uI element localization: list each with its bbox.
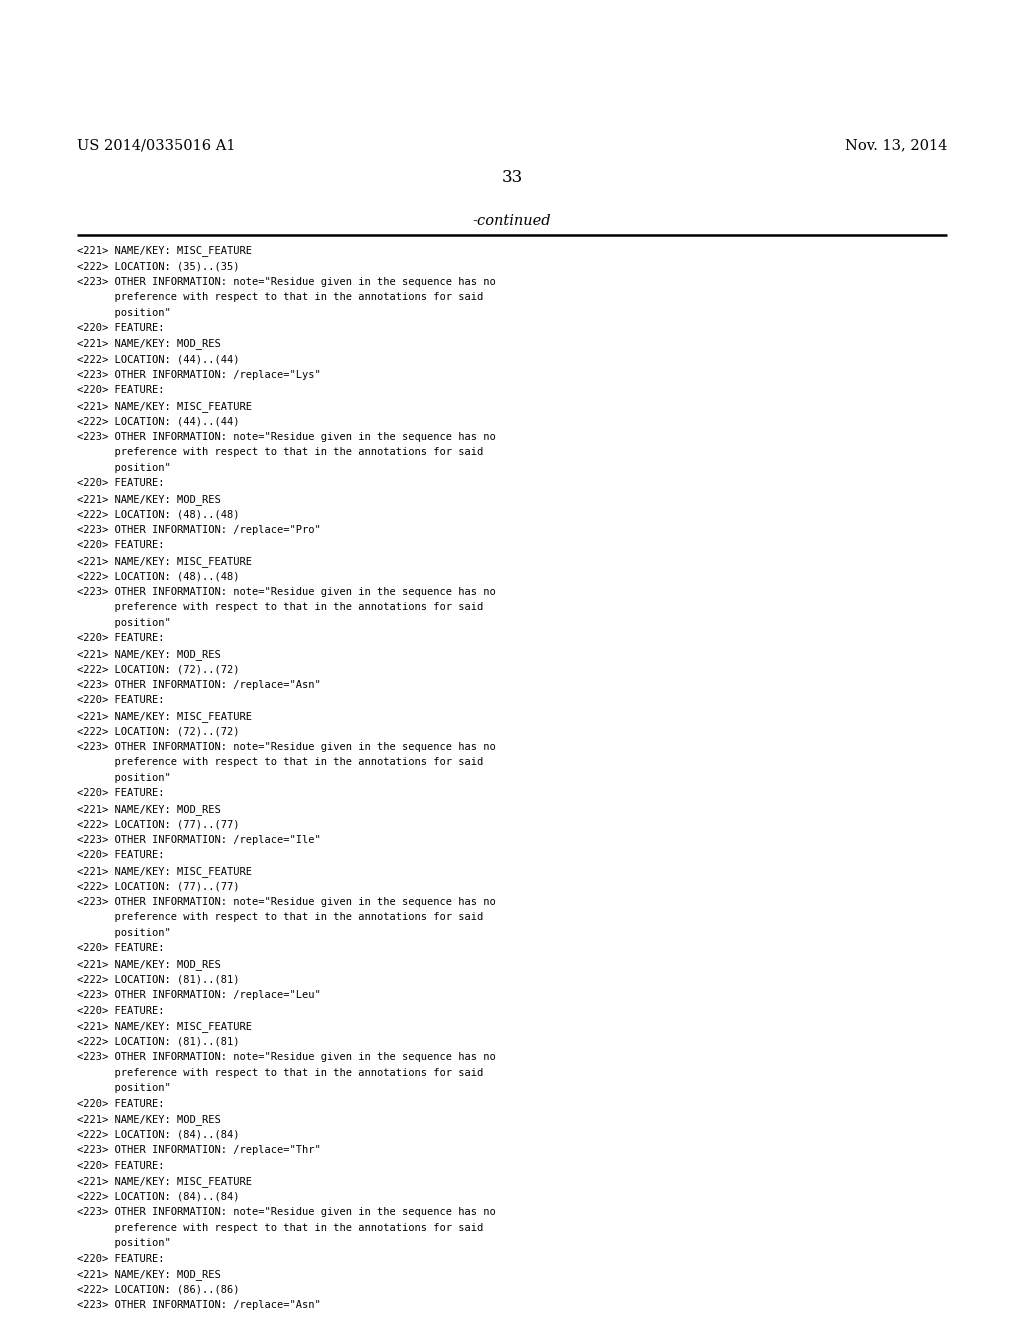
Text: preference with respect to that in the annotations for said: preference with respect to that in the a… [77, 602, 483, 612]
Text: <223> OTHER INFORMATION: /replace="Thr": <223> OTHER INFORMATION: /replace="Thr" [77, 1146, 321, 1155]
Text: -continued: -continued [473, 214, 551, 228]
Text: <220> FEATURE:: <220> FEATURE: [77, 478, 164, 488]
Text: <223> OTHER INFORMATION: /replace="Leu": <223> OTHER INFORMATION: /replace="Leu" [77, 990, 321, 1001]
Text: <223> OTHER INFORMATION: /replace="Lys": <223> OTHER INFORMATION: /replace="Lys" [77, 370, 321, 380]
Text: <222> LOCATION: (44)..(44): <222> LOCATION: (44)..(44) [77, 354, 240, 364]
Text: <222> LOCATION: (84)..(84): <222> LOCATION: (84)..(84) [77, 1192, 240, 1201]
Text: <221> NAME/KEY: MISC_FEATURE: <221> NAME/KEY: MISC_FEATURE [77, 866, 252, 876]
Text: <220> FEATURE:: <220> FEATURE: [77, 944, 164, 953]
Text: <223> OTHER INFORMATION: /replace="Pro": <223> OTHER INFORMATION: /replace="Pro" [77, 525, 321, 535]
Text: <220> FEATURE:: <220> FEATURE: [77, 1098, 164, 1109]
Text: <222> LOCATION: (35)..(35): <222> LOCATION: (35)..(35) [77, 261, 240, 271]
Text: <221> NAME/KEY: MISC_FEATURE: <221> NAME/KEY: MISC_FEATURE [77, 1176, 252, 1187]
Text: <220> FEATURE:: <220> FEATURE: [77, 1006, 164, 1015]
Text: position": position" [77, 1082, 171, 1093]
Text: 33: 33 [502, 169, 522, 186]
Text: <221> NAME/KEY: MISC_FEATURE: <221> NAME/KEY: MISC_FEATURE [77, 556, 252, 566]
Text: <220> FEATURE:: <220> FEATURE: [77, 788, 164, 799]
Text: <221> NAME/KEY: MOD_RES: <221> NAME/KEY: MOD_RES [77, 494, 220, 504]
Text: <220> FEATURE:: <220> FEATURE: [77, 1160, 164, 1171]
Text: <221> NAME/KEY: MISC_FEATURE: <221> NAME/KEY: MISC_FEATURE [77, 246, 252, 256]
Text: <223> OTHER INFORMATION: /replace="Ile": <223> OTHER INFORMATION: /replace="Ile" [77, 836, 321, 845]
Text: <222> LOCATION: (84)..(84): <222> LOCATION: (84)..(84) [77, 1130, 240, 1139]
Text: preference with respect to that in the annotations for said: preference with respect to that in the a… [77, 447, 483, 457]
Text: position": position" [77, 928, 171, 939]
Text: <222> LOCATION: (48)..(48): <222> LOCATION: (48)..(48) [77, 510, 240, 519]
Text: <223> OTHER INFORMATION: note="Residue given in the sequence has no: <223> OTHER INFORMATION: note="Residue g… [77, 742, 496, 752]
Text: <221> NAME/KEY: MOD_RES: <221> NAME/KEY: MOD_RES [77, 804, 220, 814]
Text: position": position" [77, 463, 171, 473]
Text: <221> NAME/KEY: MOD_RES: <221> NAME/KEY: MOD_RES [77, 649, 220, 660]
Text: <220> FEATURE:: <220> FEATURE: [77, 696, 164, 705]
Text: <222> LOCATION: (81)..(81): <222> LOCATION: (81)..(81) [77, 1036, 240, 1047]
Text: <222> LOCATION: (72)..(72): <222> LOCATION: (72)..(72) [77, 726, 240, 737]
Text: <223> OTHER INFORMATION: note="Residue given in the sequence has no: <223> OTHER INFORMATION: note="Residue g… [77, 1208, 496, 1217]
Text: position": position" [77, 308, 171, 318]
Text: <223> OTHER INFORMATION: note="Residue given in the sequence has no: <223> OTHER INFORMATION: note="Residue g… [77, 432, 496, 442]
Text: <222> LOCATION: (86)..(86): <222> LOCATION: (86)..(86) [77, 1284, 240, 1295]
Text: <223> OTHER INFORMATION: note="Residue given in the sequence has no: <223> OTHER INFORMATION: note="Residue g… [77, 1052, 496, 1063]
Text: <222> LOCATION: (44)..(44): <222> LOCATION: (44)..(44) [77, 416, 240, 426]
Text: US 2014/0335016 A1: US 2014/0335016 A1 [77, 139, 236, 153]
Text: <221> NAME/KEY: MOD_RES: <221> NAME/KEY: MOD_RES [77, 339, 220, 350]
Text: <222> LOCATION: (77)..(77): <222> LOCATION: (77)..(77) [77, 882, 240, 891]
Text: <221> NAME/KEY: MOD_RES: <221> NAME/KEY: MOD_RES [77, 1114, 220, 1125]
Text: <223> OTHER INFORMATION: note="Residue given in the sequence has no: <223> OTHER INFORMATION: note="Residue g… [77, 898, 496, 907]
Text: <222> LOCATION: (81)..(81): <222> LOCATION: (81)..(81) [77, 974, 240, 985]
Text: position": position" [77, 1238, 171, 1249]
Text: <223> OTHER INFORMATION: note="Residue given in the sequence has no: <223> OTHER INFORMATION: note="Residue g… [77, 587, 496, 597]
Text: <221> NAME/KEY: MISC_FEATURE: <221> NAME/KEY: MISC_FEATURE [77, 1022, 252, 1032]
Text: <222> LOCATION: (48)..(48): <222> LOCATION: (48)..(48) [77, 572, 240, 581]
Text: preference with respect to that in the annotations for said: preference with respect to that in the a… [77, 292, 483, 302]
Text: <221> NAME/KEY: MISC_FEATURE: <221> NAME/KEY: MISC_FEATURE [77, 401, 252, 412]
Text: position": position" [77, 774, 171, 783]
Text: <220> FEATURE:: <220> FEATURE: [77, 385, 164, 395]
Text: Nov. 13, 2014: Nov. 13, 2014 [845, 139, 947, 153]
Text: <221> NAME/KEY: MOD_RES: <221> NAME/KEY: MOD_RES [77, 958, 220, 970]
Text: <220> FEATURE:: <220> FEATURE: [77, 1254, 164, 1263]
Text: <221> NAME/KEY: MOD_RES: <221> NAME/KEY: MOD_RES [77, 1270, 220, 1280]
Text: <223> OTHER INFORMATION: /replace="Asn": <223> OTHER INFORMATION: /replace="Asn" [77, 1300, 321, 1311]
Text: <220> FEATURE:: <220> FEATURE: [77, 634, 164, 643]
Text: preference with respect to that in the annotations for said: preference with respect to that in the a… [77, 758, 483, 767]
Text: <220> FEATURE:: <220> FEATURE: [77, 850, 164, 861]
Text: preference with respect to that in the annotations for said: preference with respect to that in the a… [77, 1222, 483, 1233]
Text: preference with respect to that in the annotations for said: preference with respect to that in the a… [77, 912, 483, 923]
Text: <220> FEATURE:: <220> FEATURE: [77, 540, 164, 550]
Text: <221> NAME/KEY: MISC_FEATURE: <221> NAME/KEY: MISC_FEATURE [77, 710, 252, 722]
Text: <223> OTHER INFORMATION: /replace="Asn": <223> OTHER INFORMATION: /replace="Asn" [77, 680, 321, 690]
Text: <222> LOCATION: (72)..(72): <222> LOCATION: (72)..(72) [77, 664, 240, 675]
Text: <222> LOCATION: (77)..(77): <222> LOCATION: (77)..(77) [77, 820, 240, 829]
Text: <223> OTHER INFORMATION: note="Residue given in the sequence has no: <223> OTHER INFORMATION: note="Residue g… [77, 277, 496, 286]
Text: position": position" [77, 618, 171, 628]
Text: preference with respect to that in the annotations for said: preference with respect to that in the a… [77, 1068, 483, 1077]
Text: <220> FEATURE:: <220> FEATURE: [77, 323, 164, 333]
